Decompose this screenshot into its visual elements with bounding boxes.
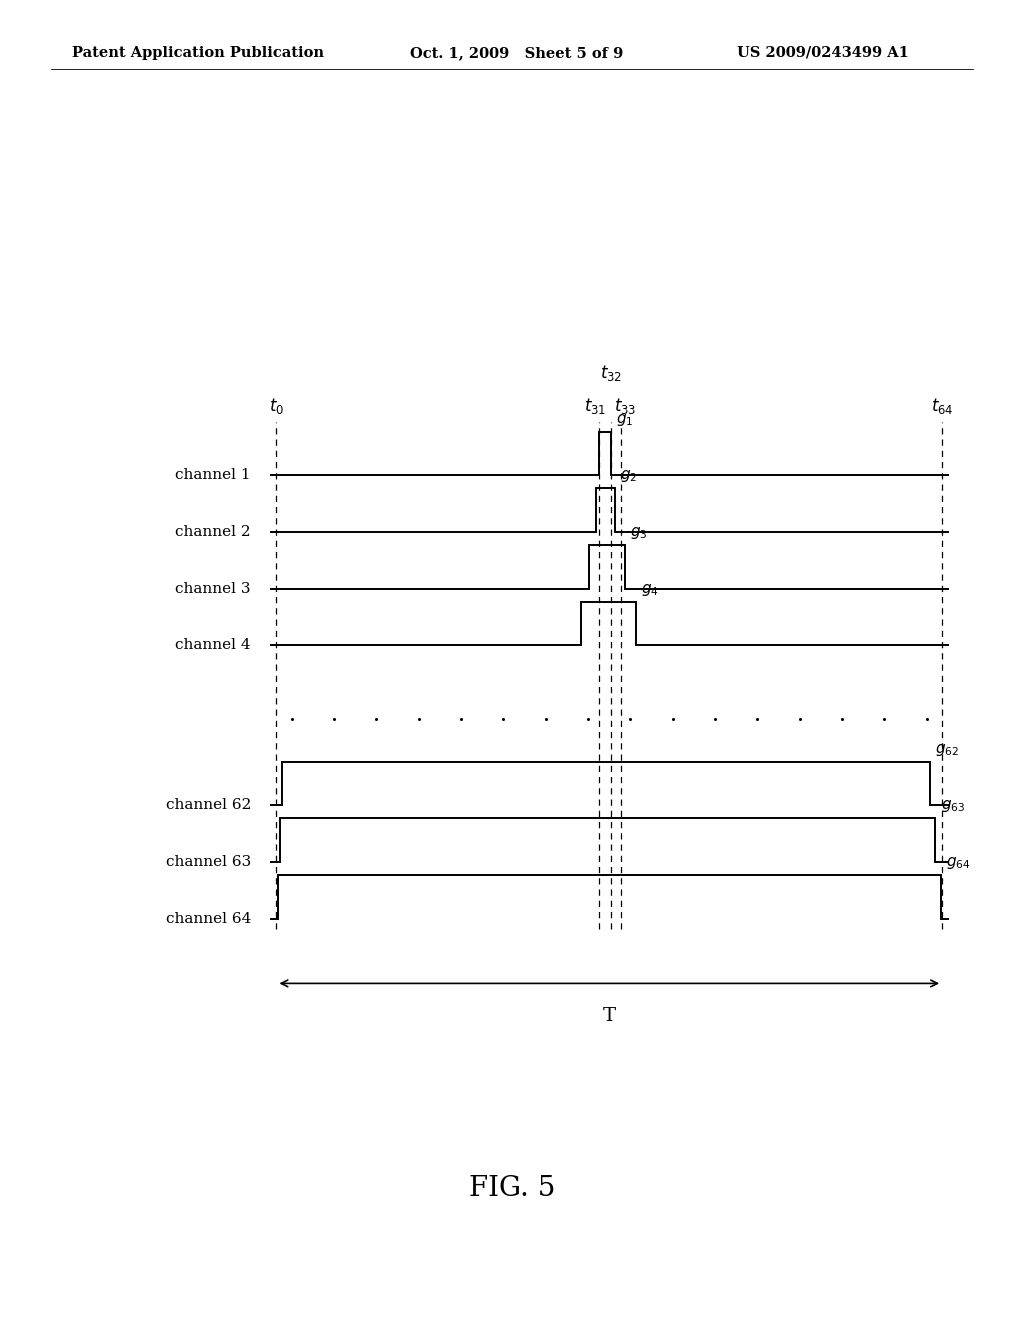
Text: US 2009/0243499 A1: US 2009/0243499 A1 [737, 46, 909, 59]
Text: channel 3: channel 3 [175, 582, 251, 595]
Text: channel 63: channel 63 [166, 855, 251, 869]
Text: $g_3$: $g_3$ [630, 525, 647, 541]
Text: $g_2$: $g_2$ [620, 469, 637, 484]
Text: Patent Application Publication: Patent Application Publication [72, 46, 324, 59]
Text: channel 2: channel 2 [175, 525, 251, 539]
Text: channel 4: channel 4 [175, 639, 251, 652]
Text: Oct. 1, 2009   Sheet 5 of 9: Oct. 1, 2009 Sheet 5 of 9 [410, 46, 623, 59]
Text: $g_{62}$: $g_{62}$ [935, 742, 959, 758]
Text: $g_4$: $g_4$ [641, 582, 658, 598]
Text: channel 62: channel 62 [166, 799, 251, 812]
Text: $t_{31}$: $t_{31}$ [584, 396, 606, 416]
Text: $g_{63}$: $g_{63}$ [941, 799, 965, 814]
Text: $t_{32}$: $t_{32}$ [600, 363, 623, 383]
Text: $g_{64}$: $g_{64}$ [946, 855, 971, 871]
Text: FIG. 5: FIG. 5 [469, 1175, 555, 1201]
Text: $t_0$: $t_0$ [269, 396, 284, 416]
Text: T: T [603, 1007, 615, 1026]
Text: $t_{64}$: $t_{64}$ [931, 396, 953, 416]
Text: $g_1$: $g_1$ [616, 412, 634, 428]
Text: channel 64: channel 64 [166, 912, 251, 925]
Text: channel 1: channel 1 [175, 469, 251, 482]
Text: $t_{33}$: $t_{33}$ [614, 396, 637, 416]
